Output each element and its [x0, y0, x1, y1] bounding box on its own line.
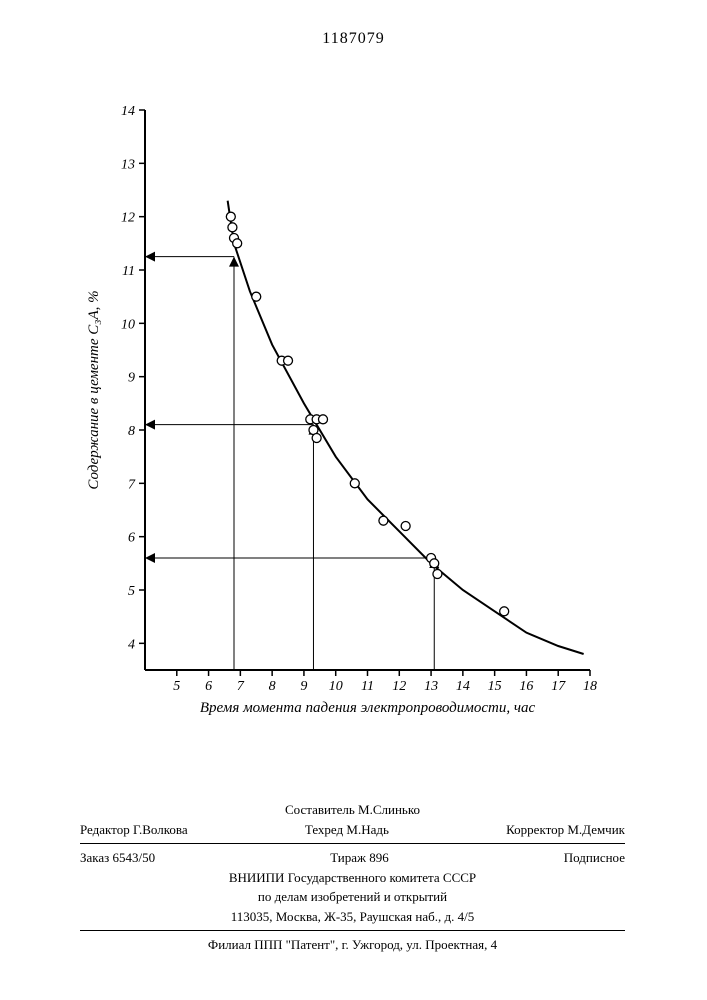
- svg-text:18: 18: [583, 679, 597, 694]
- svg-text:11: 11: [122, 264, 135, 279]
- svg-text:9: 9: [300, 679, 307, 694]
- branch-line: Филиал ППП "Патент", г. Ужгород, ул. Про…: [80, 935, 625, 955]
- svg-text:8: 8: [128, 424, 135, 439]
- divider-2: [80, 930, 625, 931]
- svg-text:10: 10: [329, 679, 343, 694]
- svg-text:6: 6: [205, 679, 212, 694]
- editor: Редактор Г.Волкова: [80, 820, 188, 840]
- svg-text:6: 6: [128, 531, 135, 546]
- svg-text:9: 9: [128, 371, 135, 386]
- svg-text:5: 5: [173, 679, 180, 694]
- org-line-2: по делам изобретений и открытий: [80, 887, 625, 907]
- svg-text:12: 12: [392, 679, 406, 694]
- sub: Подписное: [564, 848, 625, 868]
- credits-row: Редактор Г.Волкова Техред М.Надь Коррект…: [80, 820, 625, 840]
- svg-text:14: 14: [121, 104, 135, 119]
- svg-text:13: 13: [121, 157, 135, 172]
- svg-text:16: 16: [519, 679, 533, 694]
- tech: Техред М.Надь: [305, 820, 389, 840]
- svg-text:15: 15: [488, 679, 502, 694]
- svg-text:11: 11: [361, 679, 374, 694]
- svg-text:8: 8: [269, 679, 276, 694]
- order-row: Заказ 6543/50 Тираж 896 Подписное: [80, 848, 625, 868]
- order: Заказ 6543/50: [80, 848, 155, 868]
- chart: 4 5 6 7 8 9 10 11 12 13 14 5 6 7 8 9 10 11 12 13 14 15 16 17 18 В…: [80, 100, 600, 730]
- addr-line: 113035, Москва, Ж-35, Раушская наб., д. …: [80, 907, 625, 927]
- svg-text:12: 12: [121, 211, 135, 226]
- corrector: Корректор М.Демчик: [506, 820, 625, 840]
- svg-text:7: 7: [237, 679, 245, 694]
- svg-text:Время момента падения электроп: Время момента падения электропроводимост…: [200, 700, 536, 716]
- svg-text:14: 14: [456, 679, 470, 694]
- org-line-1: ВНИИПИ Государственного комитета СССР: [80, 868, 625, 888]
- page: 1187079 4 5 6 7 8 9 10 11 12 13 14 5 6 7 8 9 10 11 12 13 14 1…: [0, 0, 707, 1000]
- svg-text:17: 17: [551, 679, 566, 694]
- divider-1: [80, 843, 625, 844]
- print-run: Тираж 896: [330, 848, 389, 868]
- patent-number: 1187079: [0, 30, 707, 48]
- svg-text:5: 5: [128, 584, 135, 599]
- svg-text:4: 4: [128, 637, 135, 652]
- svg-text:13: 13: [424, 679, 438, 694]
- compiler-line: Составитель М.Слинько: [80, 800, 625, 820]
- chart-svg: 4 5 6 7 8 9 10 11 12 13 14 5 6 7 8 9 10 11 12 13 14 15 16 17 18 В…: [80, 100, 600, 730]
- svg-text:7: 7: [128, 477, 136, 492]
- svg-text:10: 10: [121, 317, 135, 332]
- svg-text:Содержание в цементе C₃A, %: Содержание в цементе C₃A, %: [86, 290, 102, 489]
- footer: Составитель М.Слинько Редактор Г.Волкова…: [80, 800, 625, 955]
